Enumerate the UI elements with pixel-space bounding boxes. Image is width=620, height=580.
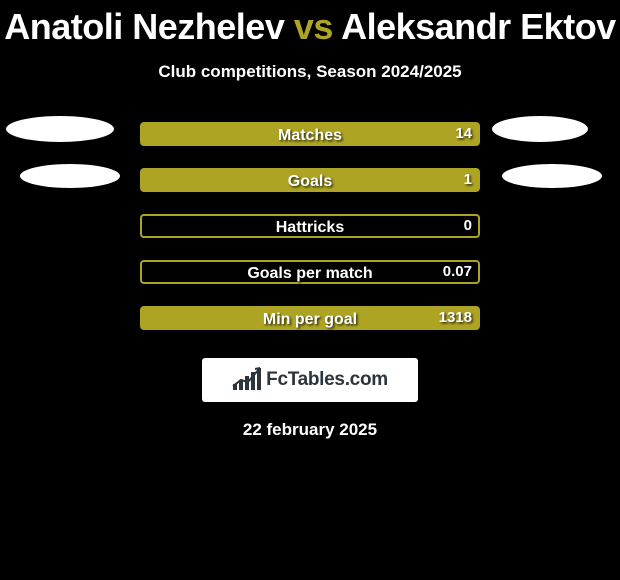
bar-fill-right [142,308,478,328]
stat-row: Hattricks0 [0,214,620,260]
player1-name: Anatoli Nezhelev [4,6,284,47]
bar-track: Hattricks [140,214,480,238]
stat-value-right: 0 [464,214,472,238]
page-title: Anatoli Nezhelev vs Aleksandr Ektov [0,0,620,48]
stat-value-right: 1 [464,168,472,192]
stat-row: Goals per match0.07 [0,260,620,306]
logo-text: FcTables.com [266,369,388,391]
bar-fill-right [142,170,478,190]
value-ellipse-left [20,164,120,188]
bar-track: Min per goal [140,306,480,330]
stat-value-right: 0.07 [443,260,472,284]
stat-rows: Matches14Goals1Hattricks0Goals per match… [0,122,620,352]
date-label: 22 february 2025 [0,420,620,440]
stat-row: Goals1 [0,168,620,214]
comparison-infographic: Anatoli Nezhelev vs Aleksandr Ektov Club… [0,0,620,580]
value-ellipse-left [6,116,114,142]
bar-fill-right [142,124,478,144]
bar-track: Goals [140,168,480,192]
stat-label: Hattricks [142,216,478,240]
bar-track: Matches [140,122,480,146]
vs-label: vs [294,6,333,47]
value-ellipse-right [492,116,588,142]
subtitle: Club competitions, Season 2024/2025 [0,62,620,82]
fctables-logo: FcTables.com [202,358,418,402]
value-ellipse-right [502,164,602,188]
bars-icon [232,366,262,395]
bar-track: Goals per match [140,260,480,284]
stat-value-right: 14 [455,122,472,146]
stat-value-right: 1318 [439,306,472,330]
stat-row: Min per goal1318 [0,306,620,352]
player2-name: Aleksandr Ektov [341,6,616,47]
stat-label: Goals per match [142,262,478,286]
stat-row: Matches14 [0,122,620,168]
